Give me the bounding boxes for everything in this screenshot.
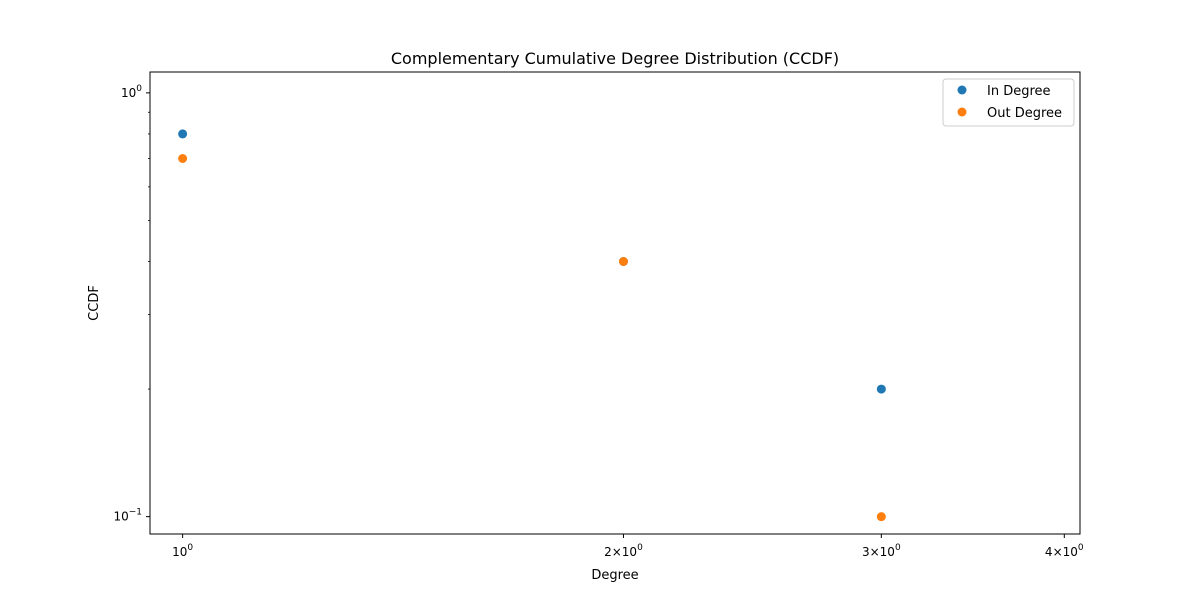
x-tick-label-times-sign: × bbox=[870, 545, 880, 559]
x-tick-label-base: 10 bbox=[1063, 545, 1078, 559]
legend: In Degree Out Degree bbox=[942, 78, 1075, 127]
x-tick-label: 4×100 bbox=[1045, 543, 1084, 559]
x-axis: 100 2×100 3×100 4×100 bbox=[172, 534, 1084, 559]
legend-marker bbox=[957, 107, 967, 117]
series-out-degree bbox=[178, 154, 886, 522]
legend-frame bbox=[942, 78, 1075, 127]
data-point bbox=[876, 512, 886, 522]
y-tick-label-base: 10 bbox=[121, 86, 136, 100]
plot-area bbox=[178, 129, 886, 522]
x-tick-label-base: 10 bbox=[622, 545, 637, 559]
data-point bbox=[618, 256, 628, 266]
x-tick-label: 2×100 bbox=[604, 543, 643, 559]
x-tick-label-mantissa: 3 bbox=[862, 545, 870, 559]
chart-title: Complementary Cumulative Degree Distribu… bbox=[391, 49, 839, 68]
y-tick-label-exponent: −1 bbox=[129, 508, 142, 518]
x-tick-label: 3×100 bbox=[862, 543, 901, 559]
x-tick-label-exponent: 0 bbox=[637, 543, 643, 553]
x-tick-label-times-sign: × bbox=[612, 545, 622, 559]
legend-marker bbox=[957, 85, 967, 95]
plot-frame bbox=[149, 71, 1081, 535]
x-tick-label-mantissa: 4 bbox=[1045, 545, 1053, 559]
x-tick-label-base: 10 bbox=[172, 545, 187, 559]
y-axis-label: CCDF bbox=[87, 285, 102, 321]
x-tick-label-mantissa: 2 bbox=[604, 545, 612, 559]
legend-label: In Degree bbox=[987, 84, 1051, 99]
legend-label: Out Degree bbox=[987, 106, 1062, 121]
data-point bbox=[876, 384, 886, 394]
y-tick-label: 10−1 bbox=[113, 508, 142, 524]
x-tick-label-exponent: 0 bbox=[187, 543, 193, 553]
x-axis-label: Degree bbox=[591, 568, 638, 583]
y-tick-label-base: 10 bbox=[113, 510, 128, 524]
x-tick-label-base: 10 bbox=[880, 545, 895, 559]
x-tick-label-exponent: 0 bbox=[895, 543, 901, 553]
y-tick-label: 100 bbox=[121, 84, 142, 100]
x-tick-label-exponent: 0 bbox=[1078, 543, 1084, 553]
x-tick-label-times-sign: × bbox=[1053, 545, 1063, 559]
data-point bbox=[178, 154, 188, 164]
data-point bbox=[178, 129, 188, 139]
y-tick-label-exponent: 0 bbox=[136, 84, 142, 94]
x-tick-label: 100 bbox=[172, 543, 193, 559]
